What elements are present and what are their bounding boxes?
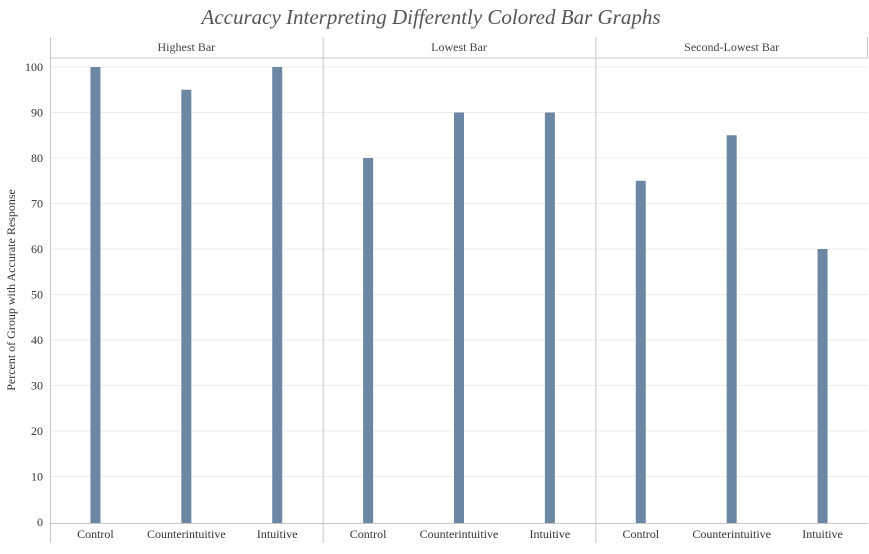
y-tick-label: 70 [31, 197, 43, 211]
plot-area: 0 10 20 30 40 50 60 70 80 90 100 Highest Bar Control… [25, 37, 868, 543]
facet-label: Highest Bar [158, 40, 216, 54]
bar [363, 158, 374, 523]
y-tick-label: 100 [25, 60, 43, 74]
y-tick-label: 40 [31, 333, 43, 347]
y-tick-label: 10 [31, 470, 43, 484]
y-tick-label: 90 [31, 106, 43, 120]
y-tick-label: 20 [31, 424, 43, 438]
chart-title: Accuracy Interpreting Differently Colore… [200, 5, 661, 29]
facet-label: Second-Lowest Bar [684, 40, 779, 54]
x-tick-label: Counterintuitive [420, 527, 499, 541]
y-tick-label: 60 [31, 242, 43, 256]
y-tick-label: 30 [31, 379, 43, 393]
bar [817, 249, 828, 523]
x-tick-label: Control [622, 527, 659, 541]
x-tick-label: Counterintuitive [692, 527, 771, 541]
y-tick-label: 50 [31, 288, 43, 302]
bar [635, 180, 646, 523]
x-tick-label: Counterintuitive [147, 527, 226, 541]
x-tick-label: Intuitive [530, 527, 571, 541]
x-tick-label: Intuitive [802, 527, 843, 541]
x-tick-label: Control [350, 527, 387, 541]
x-tick-label: Control [77, 527, 114, 541]
y-axis-label: Percent of Group with Accurate Response [4, 189, 18, 391]
bar [726, 135, 737, 523]
bar [272, 67, 283, 523]
bar [454, 112, 464, 523]
bar [544, 112, 555, 523]
y-tick-label: 80 [31, 151, 43, 165]
facet-label: Lowest Bar [431, 40, 487, 54]
bar [90, 67, 101, 523]
y-tick-label: 0 [37, 515, 43, 529]
x-tick-label: Intuitive [257, 527, 298, 541]
bar [181, 89, 192, 523]
